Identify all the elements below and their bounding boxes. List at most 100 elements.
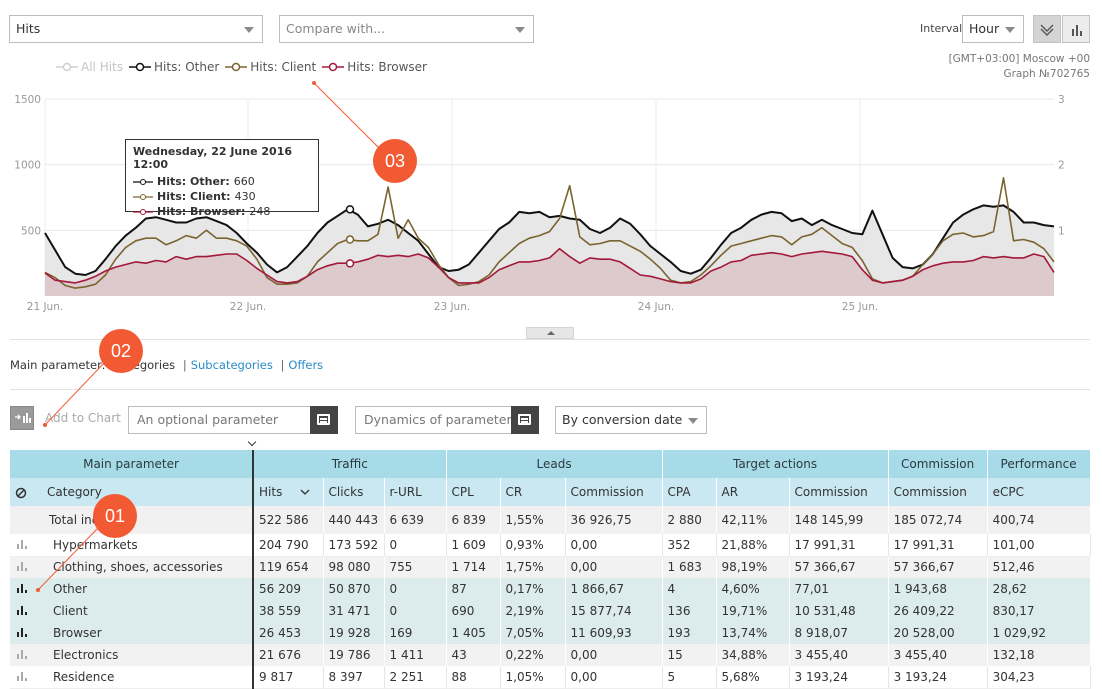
category-cell: Electronics [10,644,254,666]
list-picker-icon[interactable] [310,406,338,434]
table-cell: 26 409,22 [888,600,988,622]
table-cell: 169 [384,622,447,644]
interval-select[interactable]: Hour [962,15,1024,43]
table-cell: 8 918,07 [789,622,889,644]
legend-label: Hits: Browser [347,60,427,74]
table-row[interactable]: Other 56 209 50 870 0 87 0,17% 1 866,67 4 4,60% 7… [10,578,1091,600]
table-row[interactable]: Clothing, shoes, accessories 119 654 98 08… [10,556,1091,578]
table-row[interactable]: Client 38 559 31 471 0 690 2,19% 15 877,74 136 1… [10,600,1091,622]
column-header-leads-commission[interactable]: Commission [565,478,663,506]
graph-id-label: Graph №702765 [1003,68,1090,80]
column-header-cr[interactable]: CR [500,478,566,506]
dynamics-parameter-field[interactable]: Dynamics of parameter [355,406,539,434]
tooltip-date: Wednesday, 22 June 2016 12:00 [133,145,292,171]
legend-item-hits-client[interactable]: Hits: Client [225,60,316,74]
add-to-chart-label: Add to Chart [45,411,121,425]
group-header: Traffic [251,450,447,478]
column-header-cpl[interactable]: CPL [446,478,501,506]
metric-select-value: Hits [16,21,41,36]
legend-item-hits-other[interactable]: Hits: Other [129,60,219,74]
table-cell: 1,75% [500,556,566,578]
tooltip-value: 660 [233,175,255,188]
table-row[interactable]: Residence 9 817 8 397 2 251 88 1,05% 0,00 5 5,68… [10,666,1091,689]
table-cell: 101,00 [987,534,1091,557]
add-to-chart-icon[interactable] [17,649,28,659]
table-cell: 1 405 [446,622,501,644]
column-header-ar[interactable]: AR [716,478,790,506]
column-header-clicks[interactable]: Clicks [323,478,385,506]
legend-item-hits-browser[interactable]: Hits: Browser [322,60,427,74]
bar-chart-toggle-button[interactable] [1062,15,1090,43]
legend-item-all-hits[interactable]: All Hits [56,60,123,74]
table-cell: 193 [662,622,717,644]
group-header: Leads [446,450,663,478]
legend-label: All Hits [81,60,124,74]
column-header-ecpc[interactable]: eCPC [987,478,1091,506]
table-cell: 31 471 [323,600,385,622]
chevron-down-icon[interactable] [247,437,257,447]
category-label: Electronics [53,648,119,662]
table-cell: 352 [662,534,717,557]
table-cell: 132,18 [987,644,1091,666]
column-header-commission[interactable]: Commission [888,478,988,506]
statistics-table: Main parameter Traffic Leads Target acti… [10,450,1091,689]
total-cell: 6 639 [384,506,447,534]
add-to-chart-icon[interactable] [17,539,28,549]
table-cell: 0 [384,600,447,622]
table-cell: 3 193,24 [888,666,988,689]
link-subcategories[interactable]: Subcategories [190,358,273,372]
add-to-chart-button[interactable] [10,406,34,430]
compare-select[interactable]: Compare with... [279,15,534,43]
table-total-row: Total inclusive 522 586 440 443 6 639 6 … [10,506,1091,534]
optional-parameter-field[interactable]: An optional parameter [128,406,338,434]
clear-icon[interactable] [15,487,27,499]
total-cell: 36 926,75 [565,506,663,534]
series-swatch-icon [133,193,153,200]
optional-parameter-placeholder: An optional parameter [137,412,279,427]
add-to-chart-icon[interactable] [17,671,28,681]
chevron-down-icon [515,27,525,33]
table-cell: 13,74% [716,622,790,644]
chevron-down-icon [244,27,254,33]
x-tick-label: 23 Jun. [434,301,470,313]
column-header-target-commission[interactable]: Commission [789,478,889,506]
column-header-rurl[interactable]: r-URL [384,478,447,506]
add-to-chart-icon[interactable] [17,627,28,637]
sort-desc-icon[interactable] [300,488,310,496]
main-parameter-label: Main parameter: [10,358,106,372]
table-cell: 10 531,48 [789,600,889,622]
table-cell: 0 [384,534,447,557]
table-row[interactable]: Electronics 21 676 19 786 1 411 43 0,22% 0,00 1… [10,644,1091,666]
total-cell: 185 072,74 [888,506,988,534]
table-cell: 5,68% [716,666,790,689]
table-row[interactable]: Browser 26 453 19 928 169 1 405 7,05% 11 609,9… [10,622,1091,644]
table-column-header: Category Hits Clicks r-URL CPL CR Commis… [10,478,1091,506]
date-mode-select[interactable]: By conversion date [555,406,707,434]
line-chart-toggle-button[interactable] [1033,15,1061,43]
annotation-marker-01: 01 [93,494,137,538]
table-cell: 5 [662,666,717,689]
table-cell: 88 [446,666,501,689]
tooltip-value: 430 [234,190,256,203]
column-header-cpa[interactable]: CPA [662,478,717,506]
group-header: Commission [888,450,988,478]
timezone-label: [GMT+03:00] Moscow +00 [948,53,1090,65]
link-offers[interactable]: Offers [288,358,324,372]
category-cell: Clothing, shoes, accessories [10,556,254,578]
series-swatch-icon [133,178,153,185]
metric-select[interactable]: Hits [9,15,263,43]
category-label: Residence [53,669,115,684]
group-header: Target actions [662,450,889,478]
add-to-chart-icon[interactable] [17,561,28,572]
collapse-chart-button[interactable] [526,327,574,339]
column-header-hits[interactable]: Hits [252,478,324,506]
table-cell: 28,62 [987,578,1091,600]
table-row[interactable]: Hypermarkets 204 790 173 592 0 1 609 0,93% 0,0… [10,534,1091,557]
table-cell: 0,17% [500,578,566,600]
list-picker-icon[interactable] [511,406,539,434]
add-to-chart-icon[interactable] [17,583,28,593]
total-cell: 1,55% [500,506,566,534]
series-area [45,248,1054,296]
hits-area-chart[interactable]: 1500 3 1000 2 500 1 21 Jun. 22 Jun. 23 Jun. 24 Ju… [0,86,1102,326]
add-to-chart-icon[interactable] [17,605,28,615]
